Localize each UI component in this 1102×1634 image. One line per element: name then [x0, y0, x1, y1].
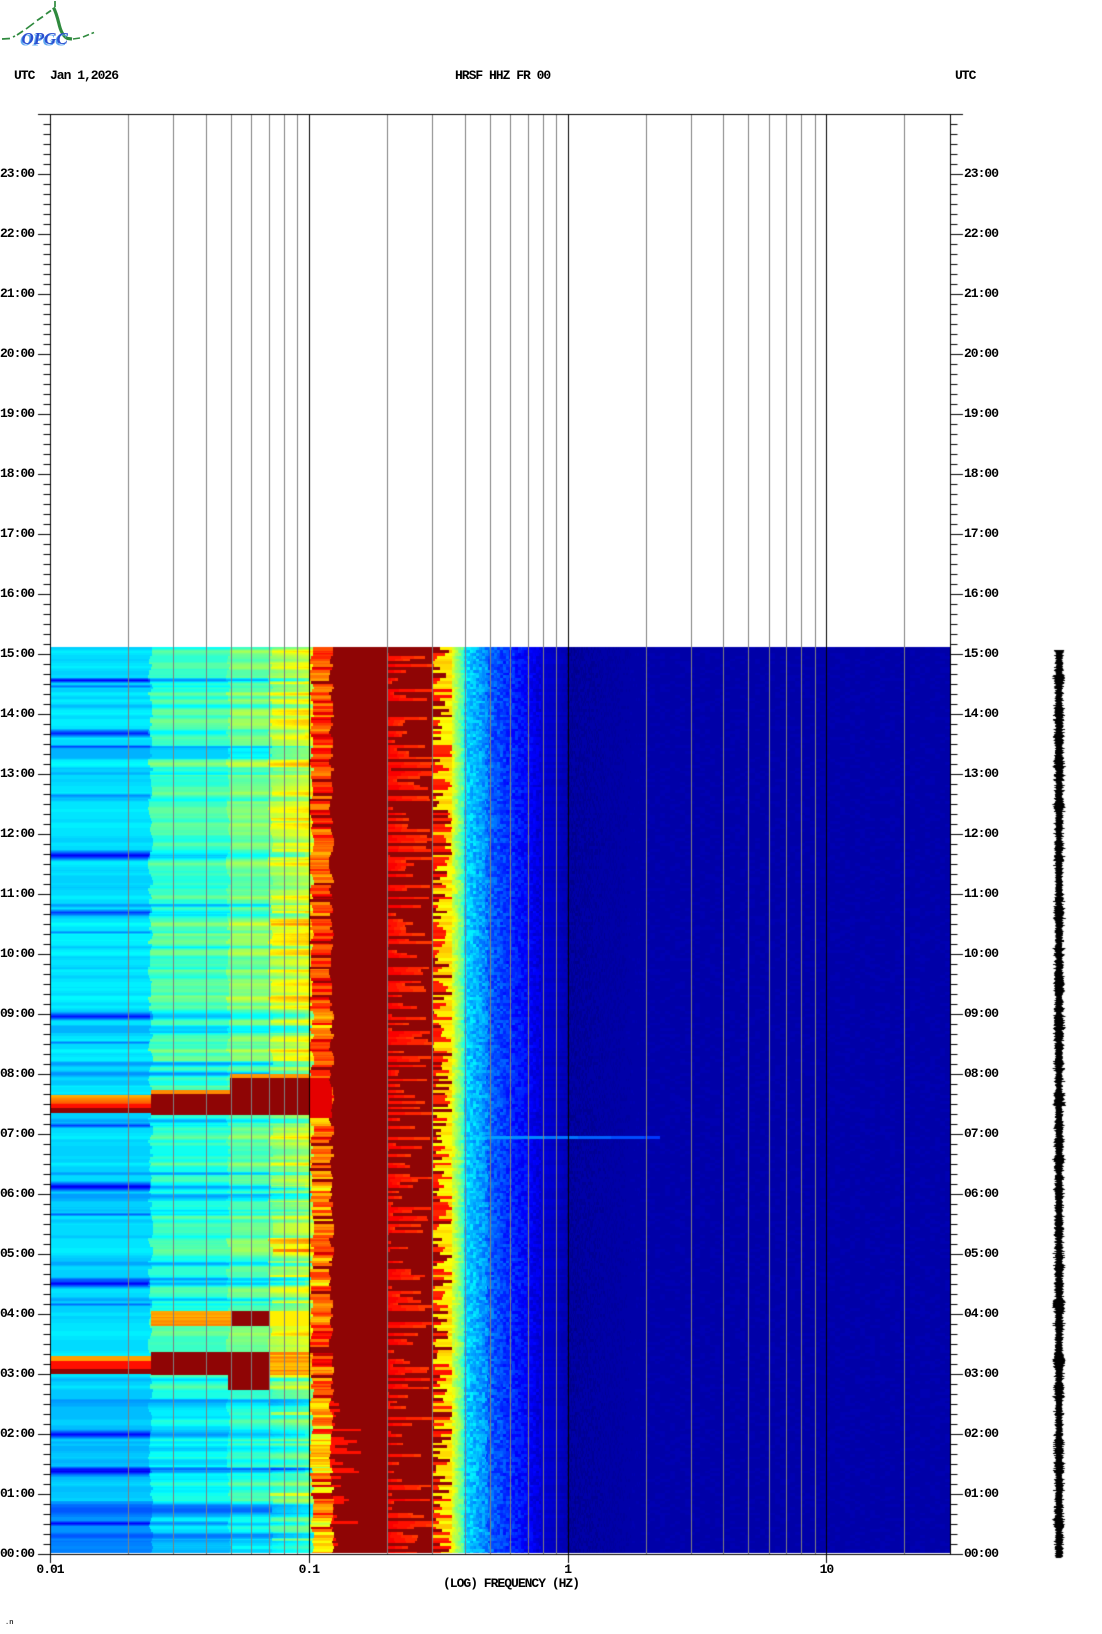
svg-text:OPGC: OPGC: [22, 29, 69, 48]
svg-text:OPGC: OPGC: [20, 31, 67, 50]
